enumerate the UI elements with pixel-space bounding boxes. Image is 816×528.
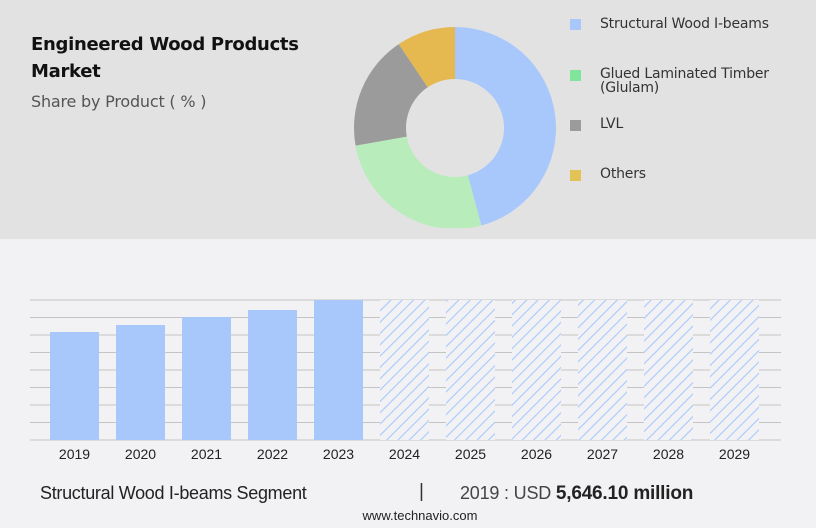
- x-label-2023: 2023: [322, 446, 355, 462]
- bar-2025-forecast[interactable]: [446, 300, 495, 440]
- segment-value: 2019 : USD 5,646.10 million: [460, 483, 693, 505]
- chart-title: Engineered Wood Products Market: [31, 34, 299, 82]
- year-label: 2019 : USD: [460, 483, 552, 503]
- separator: |: [419, 481, 424, 502]
- legend-label: Glued Laminated Timber (Glulam): [600, 66, 769, 96]
- bar-2023[interactable]: [314, 300, 363, 440]
- x-label-2020: 2020: [124, 446, 157, 462]
- x-label-2026: 2026: [520, 446, 553, 462]
- bar-chart: [30, 299, 781, 441]
- bar-2029-forecast[interactable]: [710, 300, 759, 440]
- legend-label: LVL: [600, 116, 624, 132]
- footer: Structural Wood I-beams Segment | 2019 :…: [0, 480, 816, 528]
- legend-label: Others: [600, 166, 646, 182]
- x-label-2027: 2027: [586, 446, 619, 462]
- legend-swatch: [570, 120, 581, 131]
- bar-2028-forecast[interactable]: [644, 300, 693, 440]
- x-label-2025: 2025: [454, 446, 487, 462]
- donut-slice-lvl[interactable]: [354, 44, 428, 146]
- donut-slice-glued-laminated-timber-glulam[interactable]: [355, 136, 482, 228]
- x-label-2029: 2029: [718, 446, 751, 462]
- bar-2022[interactable]: [248, 310, 297, 440]
- bar-2027-forecast[interactable]: [578, 300, 627, 440]
- legend-swatch: [570, 170, 581, 181]
- legend-label: Structural Wood I-beams: [600, 16, 769, 32]
- donut-chart: [354, 27, 556, 228]
- segment-label: Structural Wood I-beams Segment: [40, 483, 307, 503]
- x-label-2019: 2019: [58, 446, 91, 462]
- bar-2024-forecast[interactable]: [380, 300, 429, 440]
- bar-2026-forecast[interactable]: [512, 300, 561, 440]
- chart-subtitle: Share by Product ( % ): [31, 92, 207, 111]
- legend-swatch: [570, 70, 581, 81]
- bar-2019[interactable]: [50, 331, 99, 440]
- share-panel: Engineered Wood Products Market Share by…: [0, 0, 816, 239]
- donut-slice-others[interactable]: [398, 27, 455, 88]
- value-amount: 5,646.10 million: [555, 483, 694, 504]
- bar-2021[interactable]: [182, 317, 231, 440]
- x-label-2021: 2021: [190, 446, 223, 462]
- x-label-2028: 2028: [652, 446, 685, 462]
- x-label-2022: 2022: [256, 446, 289, 462]
- bar-2020[interactable]: [116, 325, 165, 440]
- bars: [50, 300, 759, 440]
- x-label-2024: 2024: [388, 446, 421, 462]
- legend-swatch: [570, 19, 581, 30]
- donut-slice-structural-wood-i-beams[interactable]: [455, 27, 556, 226]
- source-link[interactable]: www.technavio.com: [362, 508, 478, 523]
